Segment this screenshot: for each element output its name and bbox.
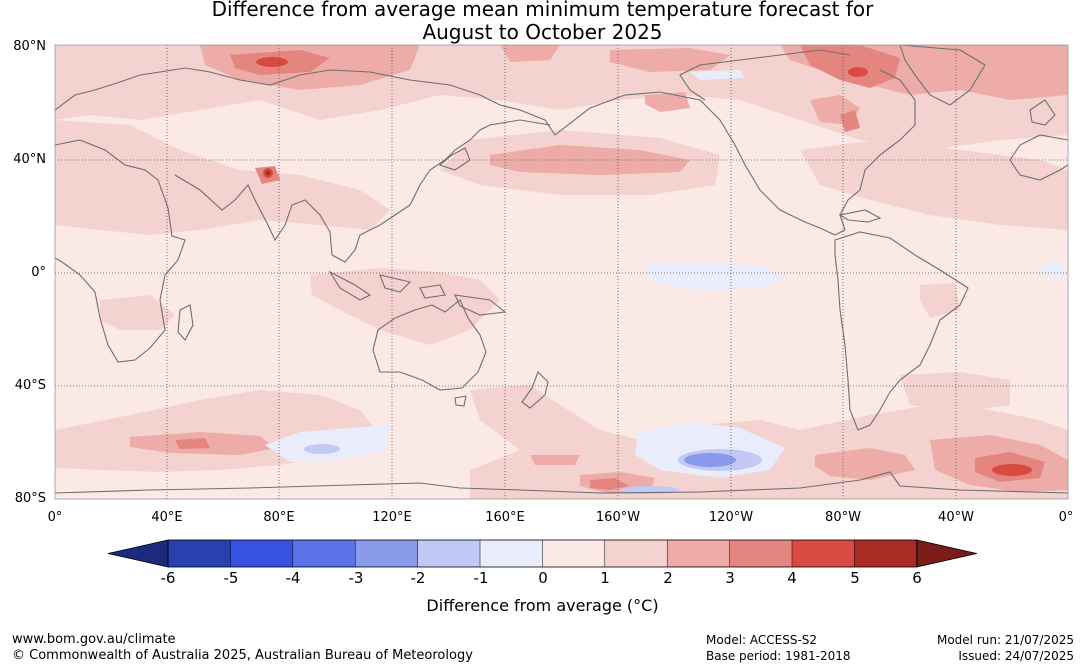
colorbar-segment: [729, 540, 793, 567]
footer-model: Model: ACCESS-S2: [706, 633, 818, 647]
anomaly-field: [55, 45, 1068, 499]
colorbar-tick-label: 1: [600, 569, 610, 587]
lon-label-120e: 120°E: [372, 510, 412, 525]
colorbar-segment: [417, 540, 481, 567]
lon-label-80w: 80°W: [825, 510, 861, 525]
colorbar-title: Difference from average (°C): [426, 596, 659, 615]
lat-label-80n: 80°N: [13, 39, 46, 54]
anomaly-5-6: [265, 170, 271, 176]
colorbar-tick-label: -4: [285, 569, 301, 587]
colorbar-tick-label: 6: [912, 569, 922, 587]
colorbar-segment: [792, 540, 855, 567]
lon-label-160w: 160°W: [595, 510, 641, 525]
anomaly-4-5: [256, 57, 1032, 476]
map-title-line1: Difference from average mean minimum tem…: [211, 0, 874, 21]
colorbar-extend-high: [916, 539, 977, 568]
colorbar-tick-label: 3: [725, 569, 735, 587]
colorbar-segment: [667, 540, 731, 567]
colorbar-segment: [230, 540, 294, 567]
lat-label-40n: 40°N: [13, 152, 46, 167]
lon-label-120w: 120°W: [708, 510, 754, 525]
footer-issued: Issued: 24/07/2025: [958, 649, 1074, 663]
colorbar-tick-label: -5: [223, 569, 239, 587]
colorbar-segment: [604, 540, 668, 567]
colorbar-tick-label: -2: [410, 569, 426, 587]
colorbar: [107, 539, 977, 568]
lon-label-0-left: 0°: [47, 510, 63, 525]
graticule: [55, 45, 1068, 499]
anomaly-negative: [265, 70, 1065, 494]
lon-label-0-right: 0°: [1058, 510, 1074, 525]
lon-label-160e: 160°E: [485, 510, 525, 525]
colorbar-segment: [542, 540, 606, 567]
map-title-line2: August to October 2025: [422, 20, 663, 44]
colorbar-segment: [168, 540, 231, 567]
colorbar-tick-label: -1: [473, 569, 489, 587]
colorbar-tick-label: 0: [538, 569, 548, 587]
colorbar-segment: [355, 540, 419, 567]
colorbar-tick-label: -6: [160, 569, 176, 587]
lat-label-0: 0°: [31, 265, 46, 280]
colorbar-segment: [854, 540, 918, 567]
lon-label-80e: 80°E: [263, 510, 295, 525]
colorbar-segment: [480, 540, 543, 567]
colorbar-tick-label: 5: [850, 569, 860, 587]
lon-label-40e: 40°E: [151, 510, 183, 525]
colorbar-tick-label: 4: [787, 569, 797, 587]
footer-base-period: Base period: 1981-2018: [706, 649, 851, 663]
colorbar-segment: [292, 540, 356, 567]
lon-label-40w: 40°W: [938, 510, 974, 525]
footer-copyright: © Commonwealth of Australia 2025, Austra…: [12, 648, 473, 663]
colorbar-tick-label: -3: [348, 569, 364, 587]
map-frame: [54, 44, 1069, 500]
lat-label-40s: 40°S: [14, 378, 46, 393]
footer-url[interactable]: www.bom.gov.au/climate: [12, 632, 176, 647]
coastlines: [55, 45, 1068, 494]
footer-model-run: Model run: 21/07/2025: [936, 633, 1074, 647]
lat-label-80s: 80°S: [14, 491, 46, 506]
colorbar-extend-low: [107, 539, 169, 568]
colorbar-tick-label: 2: [663, 569, 673, 587]
